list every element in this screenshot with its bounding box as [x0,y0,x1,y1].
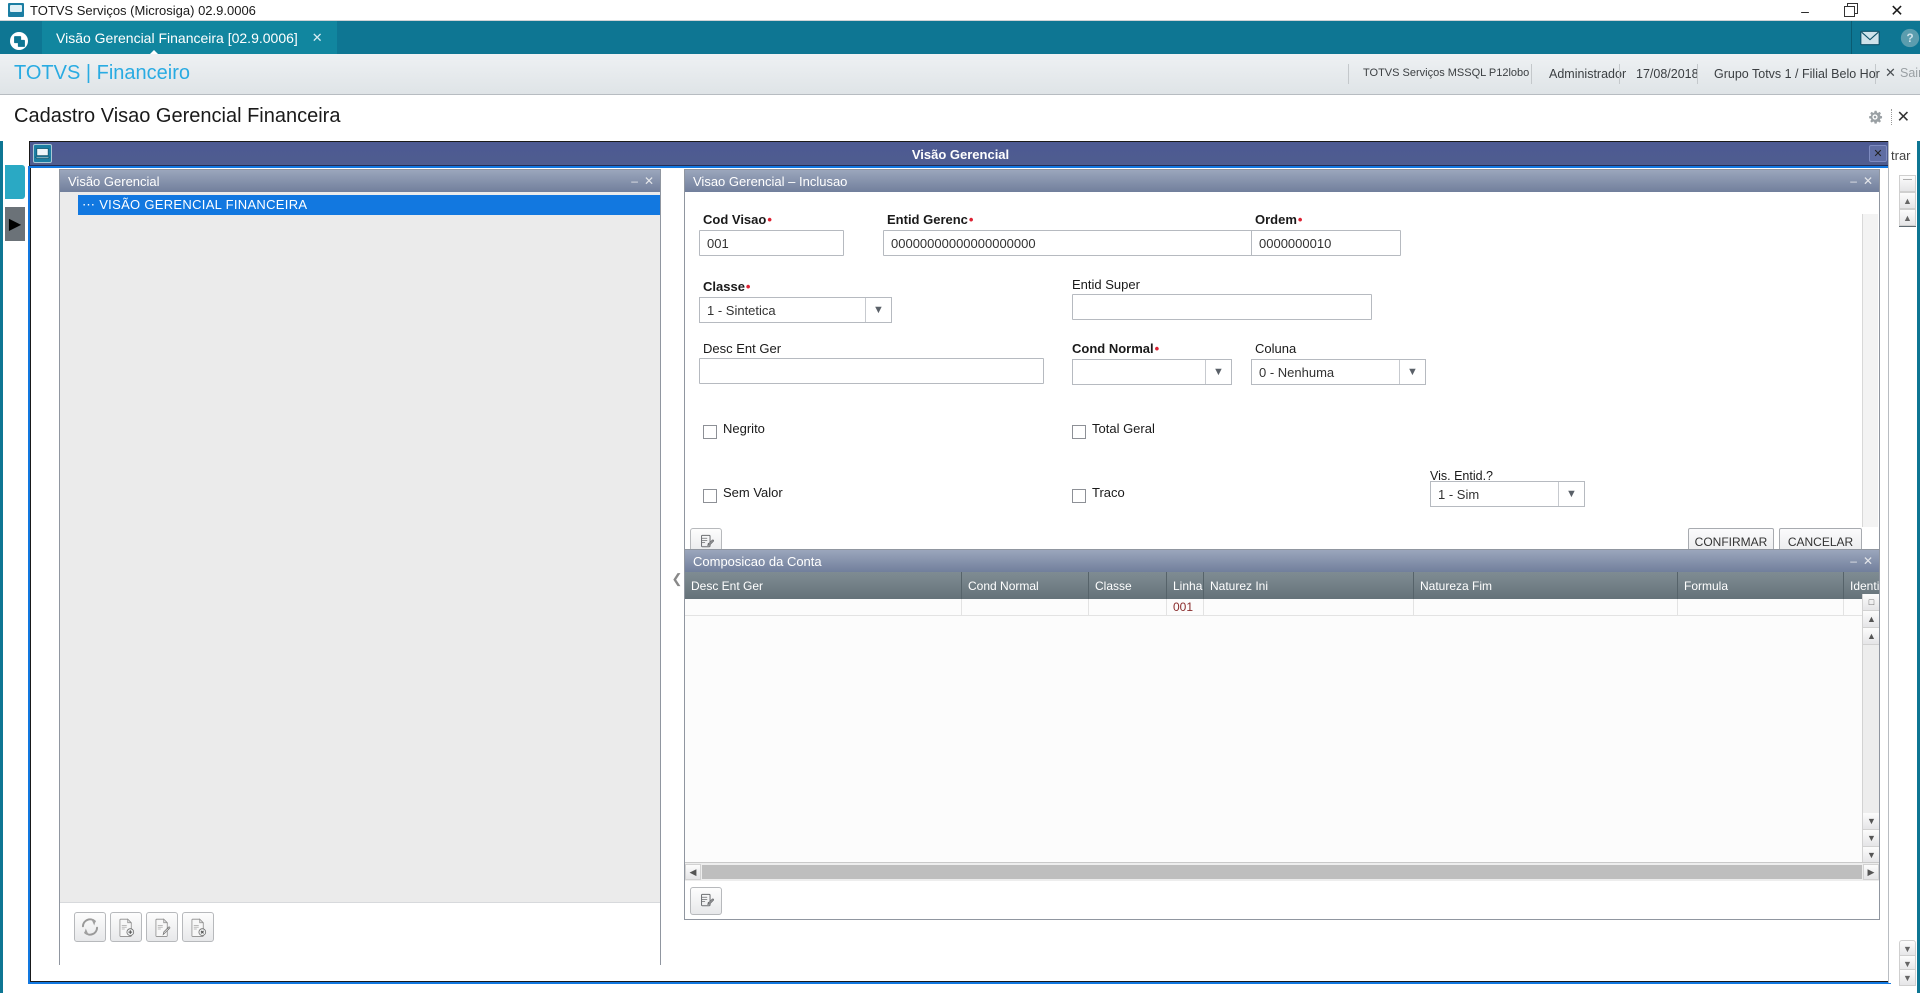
svg-text:?: ? [1906,32,1913,45]
